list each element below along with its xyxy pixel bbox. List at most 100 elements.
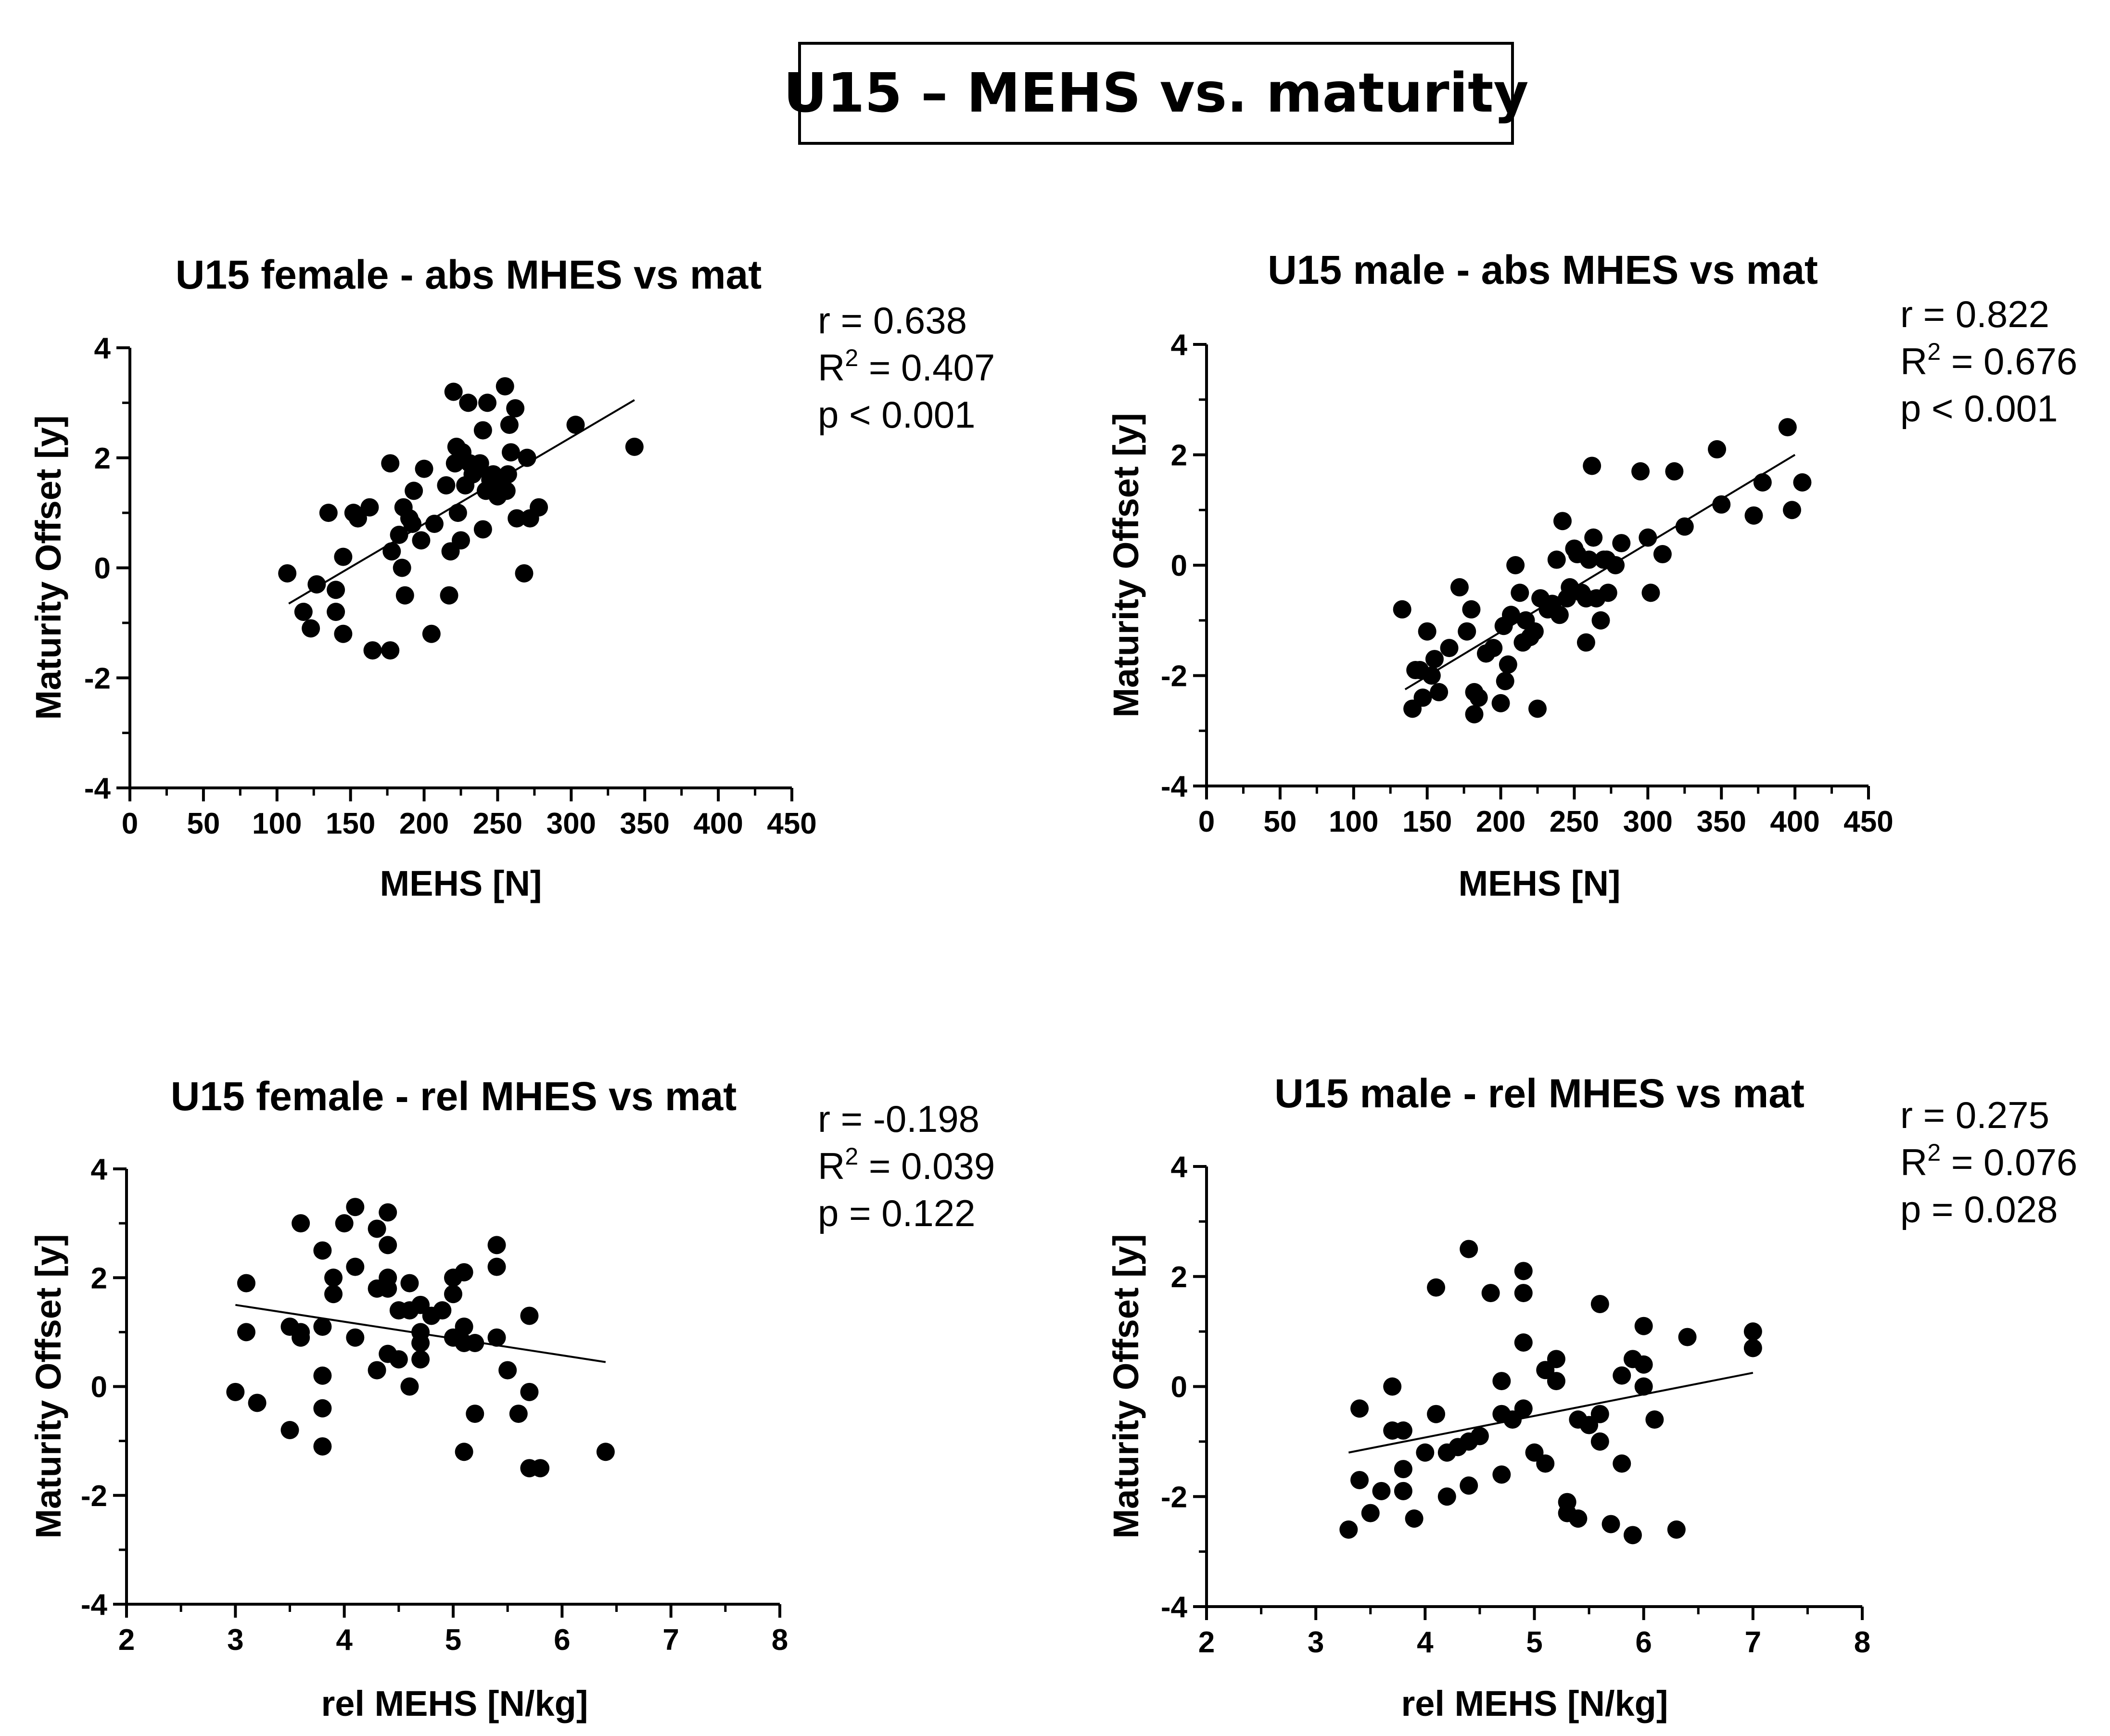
data-point bbox=[381, 641, 400, 660]
data-point bbox=[422, 624, 441, 643]
data-point bbox=[390, 525, 408, 544]
x-tick-label: 200 bbox=[1476, 805, 1525, 838]
data-point bbox=[1743, 1339, 1762, 1357]
data-point bbox=[1547, 1372, 1565, 1391]
data-point bbox=[1425, 650, 1444, 669]
regression-line bbox=[1404, 454, 1796, 690]
y-tick-label: 2 bbox=[91, 1262, 107, 1295]
x-tick-label: 250 bbox=[1550, 805, 1599, 838]
x-tick-label: 50 bbox=[187, 807, 220, 840]
data-point bbox=[1514, 1284, 1533, 1303]
data-point bbox=[1553, 512, 1572, 531]
x-tick-label: 450 bbox=[767, 807, 816, 840]
x-tick-label: 350 bbox=[1696, 805, 1746, 838]
data-point bbox=[1465, 705, 1484, 723]
y-tick-label: -4 bbox=[84, 772, 111, 805]
data-point bbox=[1514, 1333, 1533, 1352]
data-point bbox=[496, 377, 514, 396]
data-point bbox=[280, 1421, 299, 1439]
data-point bbox=[1394, 1482, 1412, 1500]
data-point bbox=[1667, 1520, 1686, 1539]
data-point bbox=[1631, 462, 1650, 481]
data-point bbox=[433, 1301, 452, 1320]
data-point bbox=[501, 443, 520, 462]
data-point bbox=[411, 1350, 430, 1369]
data-point bbox=[509, 1405, 528, 1423]
data-point bbox=[1743, 1322, 1762, 1341]
data-point bbox=[1793, 473, 1812, 492]
x-tick-label: 150 bbox=[326, 807, 375, 840]
data-point bbox=[1653, 545, 1672, 564]
y-tick-label: -2 bbox=[84, 662, 111, 695]
data-point bbox=[379, 1236, 397, 1254]
y-tick-label: -4 bbox=[81, 1588, 108, 1622]
stat-p: p < 0.001 bbox=[818, 393, 975, 436]
stat-r: r = 0.638 bbox=[818, 299, 967, 342]
data-point bbox=[313, 1399, 332, 1418]
x-axis-label: MEHS [N] bbox=[380, 863, 542, 903]
x-tick-label: 7 bbox=[662, 1623, 679, 1657]
data-point bbox=[368, 1219, 386, 1238]
data-point bbox=[1634, 1377, 1653, 1396]
data-point bbox=[1339, 1520, 1358, 1539]
y-tick-label: -2 bbox=[1161, 660, 1187, 693]
data-point bbox=[1590, 1405, 1609, 1423]
data-point bbox=[473, 520, 492, 539]
data-point bbox=[518, 448, 536, 467]
data-point bbox=[459, 393, 478, 412]
x-tick-label: 3 bbox=[227, 1623, 243, 1657]
data-point bbox=[302, 619, 320, 638]
data-point bbox=[1599, 583, 1617, 602]
data-point bbox=[487, 1236, 506, 1254]
regression-line bbox=[1348, 1371, 1754, 1454]
data-point bbox=[444, 1285, 462, 1304]
x-tick-label: 0 bbox=[1198, 805, 1215, 838]
data-point bbox=[1612, 534, 1631, 553]
data-point bbox=[1440, 639, 1459, 658]
y-tick-label: 0 bbox=[1171, 1371, 1187, 1404]
x-tick-label: 8 bbox=[772, 1623, 788, 1657]
data-point bbox=[520, 1306, 539, 1325]
data-point bbox=[498, 1361, 517, 1380]
data-point bbox=[1413, 688, 1432, 707]
data-point bbox=[437, 476, 456, 494]
y-tick-label: 2 bbox=[94, 442, 111, 475]
y-axis-label: Maturity Offset [y] bbox=[1106, 413, 1146, 717]
y-tick-label: 2 bbox=[1171, 439, 1187, 472]
data-point bbox=[497, 482, 516, 500]
x-tick-label: 5 bbox=[445, 1623, 461, 1657]
y-tick-label: 2 bbox=[1171, 1261, 1187, 1294]
data-point bbox=[1547, 1350, 1565, 1369]
stat-p: p = 0.028 bbox=[1900, 1188, 2058, 1230]
data-point bbox=[1350, 1399, 1369, 1418]
data-point bbox=[313, 1241, 332, 1260]
x-axis-label: rel MEHS [N/kg] bbox=[1401, 1684, 1668, 1723]
data-point bbox=[1591, 611, 1610, 630]
stat-r: r = 0.275 bbox=[1900, 1094, 2049, 1136]
data-point bbox=[625, 437, 644, 456]
chart-panel-male-rel: U15 male - rel MHES vs mat 2 3 4 5 6 7 8 -4 -2 0 2 4… bbox=[1106, 1071, 2077, 1723]
data-point bbox=[313, 1318, 332, 1336]
data-point bbox=[1496, 672, 1514, 690]
stat-r2: R2 = 0.676 bbox=[1900, 338, 2077, 382]
data-point bbox=[324, 1285, 343, 1304]
x-tick-label: 6 bbox=[1635, 1626, 1652, 1659]
x-tick-label: 300 bbox=[1623, 805, 1673, 838]
data-point bbox=[506, 399, 525, 418]
data-point bbox=[1405, 1509, 1424, 1528]
data-point bbox=[393, 558, 411, 577]
data-point bbox=[1613, 1454, 1631, 1473]
data-point bbox=[530, 498, 548, 517]
data-point bbox=[1458, 622, 1476, 641]
data-point bbox=[360, 498, 379, 517]
data-point bbox=[440, 586, 458, 605]
data-point bbox=[1528, 699, 1547, 718]
data-point bbox=[1350, 1470, 1369, 1489]
data-point bbox=[237, 1323, 255, 1342]
figure-title: U15 – MEHS vs. maturity bbox=[783, 42, 1529, 145]
data-point bbox=[1394, 1421, 1412, 1440]
data-point bbox=[412, 531, 431, 550]
data-point bbox=[1525, 622, 1544, 641]
y-tick-label: 4 bbox=[91, 1153, 108, 1186]
data-point bbox=[1460, 1476, 1478, 1495]
